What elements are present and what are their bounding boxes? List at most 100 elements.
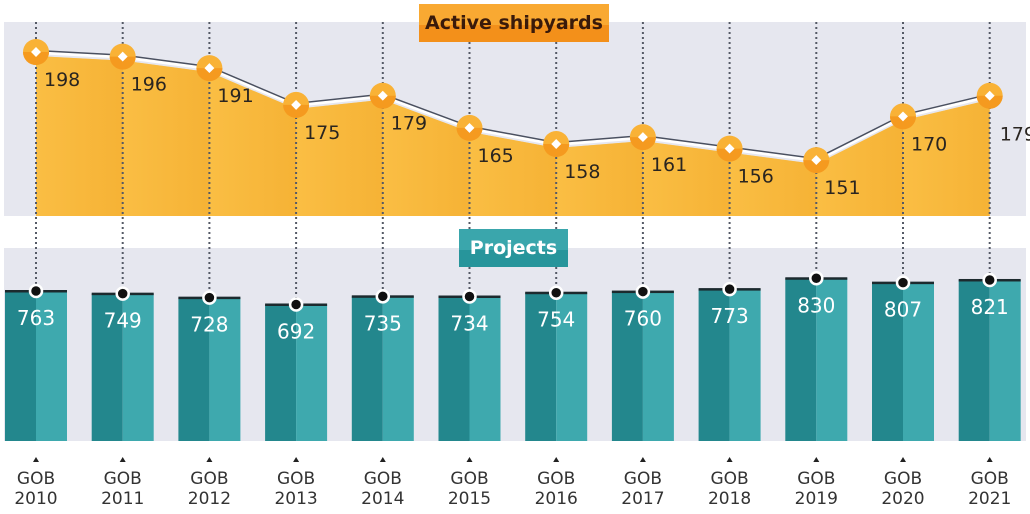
shipyards-value-label: 196 bbox=[131, 74, 167, 96]
shipyards-value-label: 156 bbox=[738, 166, 774, 188]
active-shipyards-title: Active shipyards bbox=[419, 4, 609, 42]
projects-marker bbox=[115, 286, 130, 301]
shipyards-value-label: 191 bbox=[217, 85, 253, 107]
x-axis-label-line2: 2021 bbox=[968, 489, 1011, 509]
shipyards-area-segment bbox=[209, 72, 297, 216]
shipyards-area-segment bbox=[296, 99, 383, 216]
projects-value-label: 763 bbox=[17, 306, 55, 330]
x-axis-label-line1: GOB bbox=[104, 469, 142, 489]
shipyards-marker-diamond bbox=[724, 143, 735, 154]
shipyards-line-halo bbox=[35, 50, 991, 163]
projects-marker bbox=[722, 281, 737, 297]
projects-bar bbox=[91, 293, 123, 441]
shipyards-area-segment bbox=[642, 141, 730, 216]
shipyards-marker-shade bbox=[369, 95, 396, 109]
projects-marker bbox=[28, 283, 44, 299]
x-axis-label-line1: GOB bbox=[797, 469, 835, 489]
projects-bar bbox=[438, 296, 470, 441]
projects-bar bbox=[265, 304, 297, 441]
shipyards-marker-shade bbox=[716, 148, 743, 162]
projects-bar-highlight bbox=[729, 289, 761, 441]
shipyards-area-segment bbox=[729, 152, 817, 216]
shipyards-marker-diamond bbox=[31, 47, 41, 57]
projects-bar bbox=[698, 289, 730, 441]
shipyards-marker-shade bbox=[196, 68, 223, 82]
shipyards-marker-shade bbox=[976, 95, 1003, 109]
shipyards-marker-shade bbox=[283, 104, 310, 118]
projects-title: Projects bbox=[459, 229, 568, 267]
shipyards-area-segment bbox=[382, 99, 470, 216]
x-axis-label-line2: 2018 bbox=[708, 489, 751, 509]
projects-marker bbox=[462, 289, 477, 304]
x-axis-label-line2: 2012 bbox=[188, 489, 231, 509]
shipyards-marker-diamond bbox=[811, 155, 822, 166]
projects-value-label: 760 bbox=[624, 307, 662, 331]
shipyards-marker-shade bbox=[543, 144, 570, 157]
x-axis-label-line2: 2020 bbox=[881, 489, 924, 509]
projects-value-label: 773 bbox=[711, 304, 749, 328]
shipyards-area-segment bbox=[469, 131, 557, 216]
x-axis-label-line1: GOB bbox=[190, 469, 228, 489]
axis-tick-icon bbox=[466, 457, 473, 462]
axis-tick-icon bbox=[379, 457, 386, 462]
projects-marker bbox=[809, 271, 824, 286]
projects-bar bbox=[872, 282, 903, 441]
shipyards-area-segment bbox=[36, 56, 123, 216]
projects-marker bbox=[982, 272, 997, 288]
projects-value-label: 749 bbox=[104, 309, 142, 333]
shipyards-value-label: 175 bbox=[304, 122, 340, 144]
projects-bar-highlight bbox=[903, 282, 934, 441]
x-axis-label-line1: GOB bbox=[537, 469, 575, 489]
shipyards-line bbox=[35, 49, 990, 160]
projects-marker bbox=[548, 285, 564, 300]
projects-value-label: 821 bbox=[971, 295, 1009, 319]
projects-marker bbox=[635, 284, 651, 299]
projects-bar-highlight bbox=[296, 304, 328, 441]
bottom-panel bbox=[4, 248, 1026, 441]
shipyards-marker-diamond bbox=[204, 63, 215, 74]
shipyards-area-segment bbox=[816, 120, 903, 216]
shipyards-marker-shade bbox=[890, 116, 916, 130]
projects-bar-highlight bbox=[469, 296, 501, 441]
projects-bar-highlight bbox=[816, 278, 848, 441]
x-axis-label-line2: 2010 bbox=[14, 489, 57, 509]
x-axis-label-line1: GOB bbox=[624, 469, 662, 489]
x-axis-label-line1: GOB bbox=[17, 469, 55, 489]
projects-value-label: 692 bbox=[277, 319, 315, 343]
shipyards-value-label: 198 bbox=[44, 69, 80, 91]
x-axis-label-line2: 2011 bbox=[101, 489, 144, 509]
projects-bar-highlight bbox=[556, 292, 588, 441]
x-axis-label-line1: GOB bbox=[277, 469, 315, 489]
shipyards-value-label: 161 bbox=[651, 154, 687, 176]
projects-bar bbox=[5, 291, 36, 441]
projects-bar bbox=[785, 278, 817, 441]
x-axis-label-line2: 2017 bbox=[621, 489, 664, 509]
x-axis-label-line1: GOB bbox=[710, 469, 748, 489]
shipyards-marker-shade bbox=[803, 160, 830, 174]
shipyards-value-label: 179 bbox=[391, 113, 427, 135]
shipyards-value-label: 151 bbox=[824, 177, 860, 199]
shipyards-value-label: 170 bbox=[911, 133, 947, 155]
axis-tick-icon bbox=[33, 457, 39, 462]
shipyards-marker-shade bbox=[456, 127, 483, 141]
axis-tick-icon bbox=[553, 457, 560, 462]
projects-bar bbox=[525, 292, 557, 441]
x-axis-label-line2: 2016 bbox=[535, 489, 578, 509]
projects-marker bbox=[202, 290, 217, 305]
projects-value-label: 735 bbox=[364, 311, 402, 335]
projects-bar bbox=[611, 291, 643, 441]
shipyards-value-label: 165 bbox=[478, 145, 514, 167]
shipyards-marker-diamond bbox=[898, 111, 908, 122]
shipyards-value-label: 158 bbox=[564, 161, 600, 183]
projects-marker bbox=[895, 275, 911, 290]
projects-bar-highlight bbox=[122, 293, 154, 441]
shipyards-marker-shade bbox=[629, 137, 656, 151]
projects-marker bbox=[375, 289, 391, 304]
axis-tick-icon bbox=[900, 457, 906, 462]
shipyards-area-segment bbox=[903, 99, 990, 216]
x-axis-label-line1: GOB bbox=[884, 469, 922, 489]
projects-bar bbox=[351, 296, 383, 441]
axis-tick-icon bbox=[206, 457, 213, 462]
x-axis-label-line1: GOB bbox=[364, 469, 402, 489]
shipyards-marker-diamond bbox=[984, 90, 995, 101]
